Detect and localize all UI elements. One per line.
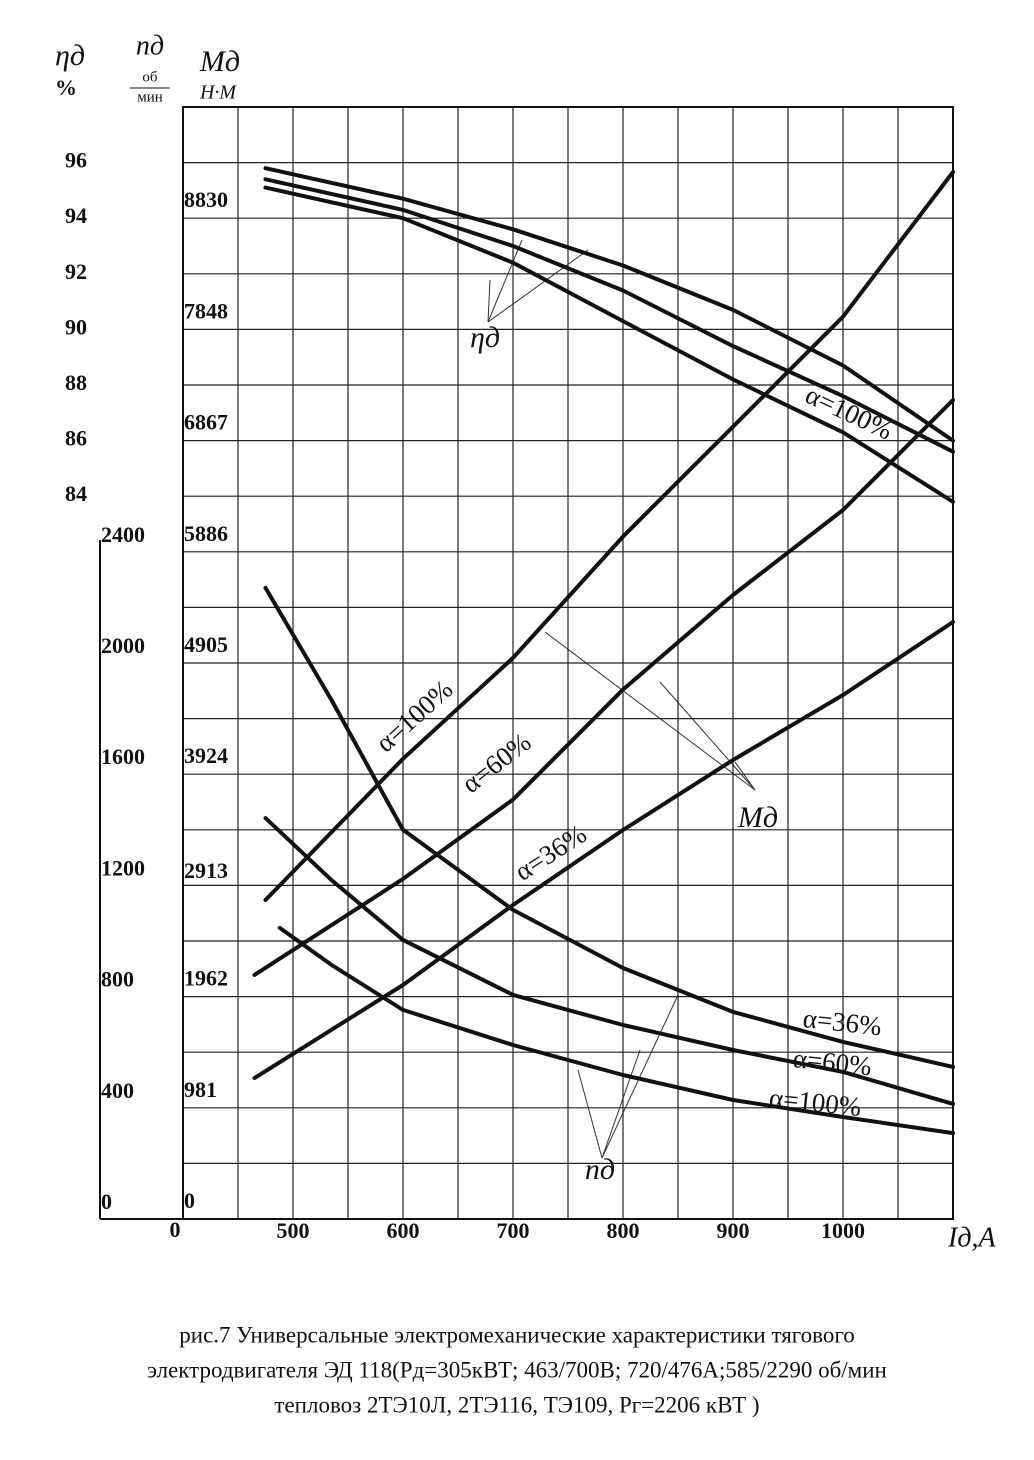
- m-tick-label: 5886: [184, 521, 228, 546]
- n-tick-label: 800: [101, 967, 134, 992]
- curve: [263, 166, 955, 443]
- caption-line: тепловоз 2ТЭ10Л, 2ТЭ116, ТЭ109, Pг=2206 …: [274, 1392, 759, 1417]
- group-label: nд: [585, 1153, 615, 1186]
- x-tick-label: 1000: [821, 1218, 865, 1243]
- m-tick-label: 3924: [184, 743, 228, 768]
- m-tick-label: 4905: [184, 632, 228, 657]
- m-axis-unit: Н·М: [199, 82, 237, 104]
- eta-tick-label: 86: [65, 426, 87, 451]
- eta-axis-unit: %: [55, 75, 77, 100]
- n-axis-label: nд: [136, 30, 164, 61]
- m-tick-label: 981: [184, 1077, 217, 1102]
- eta-tick-label: 92: [65, 259, 87, 284]
- curve: [277, 925, 955, 1136]
- n-tick-label: 1600: [101, 744, 145, 769]
- n-tick-label: 2000: [101, 633, 145, 658]
- eta-tick-label: 96: [65, 148, 87, 173]
- n-tick-label: 400: [101, 1078, 134, 1103]
- x-origin-label: 0: [170, 1217, 181, 1242]
- m-tick-label: 8830: [184, 187, 228, 212]
- leader-line: [487, 249, 589, 323]
- n-tick-label: 1200: [101, 855, 145, 880]
- x-tick-label: 700: [497, 1218, 530, 1243]
- eta-tick-label: 90: [65, 314, 87, 339]
- m-tick-label: 6867: [184, 410, 228, 435]
- n-axis-unit-bottom: мин: [137, 89, 163, 105]
- leader-line: [487, 239, 523, 323]
- eta-tick-label: 84: [65, 481, 87, 506]
- leaders: [487, 239, 756, 1159]
- curve: [263, 185, 955, 504]
- m-tick-label: 0: [184, 1188, 195, 1213]
- n-tick-label: 2400: [101, 522, 145, 547]
- plot-frame: [182, 106, 954, 1220]
- n-axis-unit-top: об: [142, 69, 158, 85]
- eta-axis-label: ηд: [55, 39, 85, 72]
- leader-line: [601, 1049, 641, 1159]
- curve: [263, 177, 955, 454]
- m-axis-label: Mд: [199, 45, 240, 78]
- leader-line: [659, 681, 756, 791]
- x-tick-label: 600: [387, 1218, 420, 1243]
- leader-line: [487, 279, 491, 323]
- caption-line: электродвигателя ЭД 118(Pд=305кВТ; 463/7…: [147, 1357, 887, 1382]
- x-tick-label: 900: [717, 1218, 750, 1243]
- curve: [252, 398, 955, 977]
- m-tick-label: 2913: [184, 858, 228, 883]
- leader-line: [577, 1069, 603, 1159]
- leader-line: [601, 994, 679, 1159]
- eta-tick-label: 88: [65, 370, 87, 395]
- m-tick-label: 7848: [184, 298, 228, 323]
- leader-line: [734, 761, 756, 791]
- group-label: ηд: [470, 321, 500, 354]
- x-axis-label: Iд,A: [947, 1222, 996, 1253]
- group-label: Mд: [737, 801, 778, 834]
- curve: [263, 816, 955, 1106]
- n-tick-label: 0: [101, 1189, 112, 1214]
- x-tick-label: 500: [277, 1218, 310, 1243]
- curve: [252, 620, 955, 1080]
- m-tick-label: 1962: [184, 966, 228, 991]
- curve: [263, 170, 955, 902]
- curve: [263, 585, 955, 1069]
- x-tick-label: 800: [607, 1218, 640, 1243]
- eta-tick-label: 94: [65, 203, 87, 228]
- caption-line: рис.7 Универсальные электромеханические …: [179, 1322, 854, 1347]
- leader-line: [544, 631, 756, 791]
